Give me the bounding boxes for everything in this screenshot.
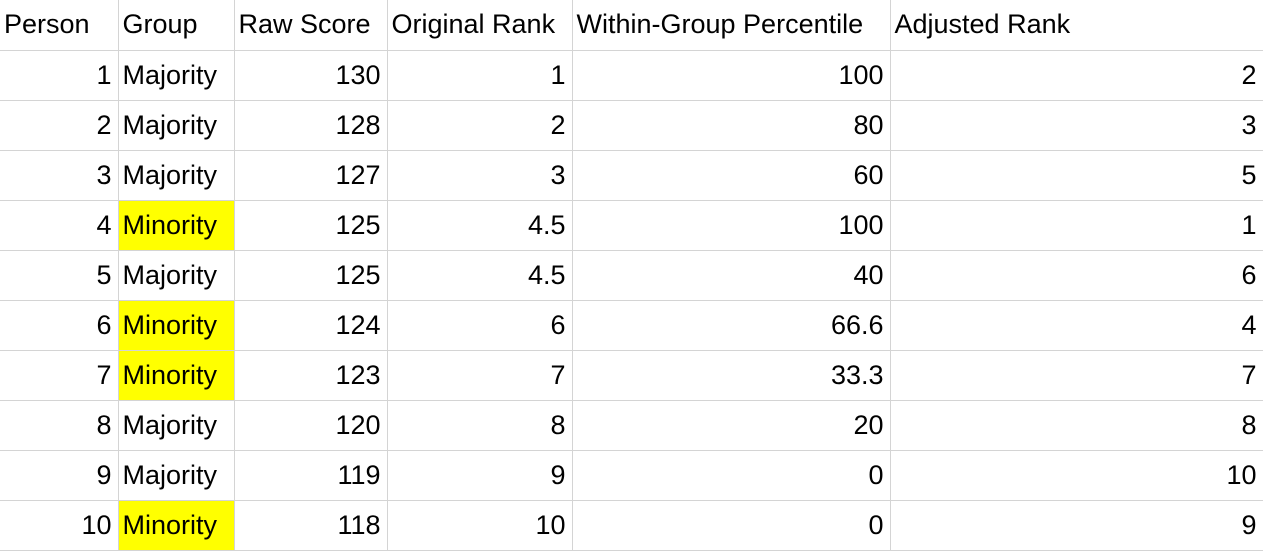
cell-origrank: 4.5: [387, 250, 572, 300]
cell-origrank: 10: [387, 500, 572, 550]
col-header-origrank: Original Rank: [387, 0, 572, 50]
cell-group: Minority: [118, 350, 234, 400]
cell-adjrank: 3: [890, 100, 1263, 150]
table-row: 6Minority124666.64: [0, 300, 1263, 350]
col-header-group: Group: [118, 0, 234, 50]
cell-rawscore: 124: [234, 300, 387, 350]
cell-rawscore: 125: [234, 250, 387, 300]
cell-adjrank: 9: [890, 500, 1263, 550]
cell-rawscore: 120: [234, 400, 387, 450]
cell-person: 2: [0, 100, 118, 150]
cell-person: 3: [0, 150, 118, 200]
cell-adjrank: 2: [890, 50, 1263, 100]
cell-percentile: 40: [572, 250, 890, 300]
cell-person: 6: [0, 300, 118, 350]
cell-person: 4: [0, 200, 118, 250]
col-header-adjrank: Adjusted Rank: [890, 0, 1263, 50]
cell-person: 10: [0, 500, 118, 550]
cell-person: 5: [0, 250, 118, 300]
cell-percentile: 66.6: [572, 300, 890, 350]
cell-origrank: 6: [387, 300, 572, 350]
cell-rawscore: 118: [234, 500, 387, 550]
cell-origrank: 3: [387, 150, 572, 200]
cell-percentile: 0: [572, 500, 890, 550]
cell-percentile: 20: [572, 400, 890, 450]
cell-person: 7: [0, 350, 118, 400]
cell-group: Minority: [118, 300, 234, 350]
cell-percentile: 60: [572, 150, 890, 200]
cell-person: 8: [0, 400, 118, 450]
table-row: 7Minority123733.37: [0, 350, 1263, 400]
cell-origrank: 1: [387, 50, 572, 100]
col-header-person: Person: [0, 0, 118, 50]
table-row: 5Majority1254.5406: [0, 250, 1263, 300]
table-row: 10Minority1181009: [0, 500, 1263, 550]
cell-person: 1: [0, 50, 118, 100]
cell-adjrank: 8: [890, 400, 1263, 450]
cell-adjrank: 10: [890, 450, 1263, 500]
cell-adjrank: 1: [890, 200, 1263, 250]
cell-group: Majority: [118, 100, 234, 150]
table-header-row: Person Group Raw Score Original Rank Wit…: [0, 0, 1263, 50]
data-table: Person Group Raw Score Original Rank Wit…: [0, 0, 1263, 551]
cell-percentile: 33.3: [572, 350, 890, 400]
cell-rawscore: 127: [234, 150, 387, 200]
cell-group: Majority: [118, 450, 234, 500]
cell-percentile: 0: [572, 450, 890, 500]
cell-adjrank: 6: [890, 250, 1263, 300]
cell-percentile: 100: [572, 50, 890, 100]
cell-rawscore: 125: [234, 200, 387, 250]
table-row: 3Majority1273605: [0, 150, 1263, 200]
cell-rawscore: 123: [234, 350, 387, 400]
table-row: 2Majority1282803: [0, 100, 1263, 150]
col-header-rawscore: Raw Score: [234, 0, 387, 50]
cell-adjrank: 5: [890, 150, 1263, 200]
table-row: 9Majority1199010: [0, 450, 1263, 500]
cell-rawscore: 130: [234, 50, 387, 100]
cell-percentile: 80: [572, 100, 890, 150]
cell-group: Majority: [118, 50, 234, 100]
cell-rawscore: 119: [234, 450, 387, 500]
cell-group: Minority: [118, 500, 234, 550]
cell-origrank: 8: [387, 400, 572, 450]
table-body: 1Majority130110022Majority12828033Majori…: [0, 50, 1263, 550]
table-row: 4Minority1254.51001: [0, 200, 1263, 250]
cell-rawscore: 128: [234, 100, 387, 150]
cell-adjrank: 7: [890, 350, 1263, 400]
cell-origrank: 9: [387, 450, 572, 500]
cell-origrank: 7: [387, 350, 572, 400]
cell-origrank: 2: [387, 100, 572, 150]
col-header-percentile: Within-Group Percentile: [572, 0, 890, 50]
cell-percentile: 100: [572, 200, 890, 250]
table-row: 1Majority13011002: [0, 50, 1263, 100]
cell-group: Majority: [118, 250, 234, 300]
cell-group: Majority: [118, 400, 234, 450]
cell-group: Minority: [118, 200, 234, 250]
cell-group: Majority: [118, 150, 234, 200]
cell-adjrank: 4: [890, 300, 1263, 350]
table-row: 8Majority1208208: [0, 400, 1263, 450]
cell-origrank: 4.5: [387, 200, 572, 250]
cell-person: 9: [0, 450, 118, 500]
